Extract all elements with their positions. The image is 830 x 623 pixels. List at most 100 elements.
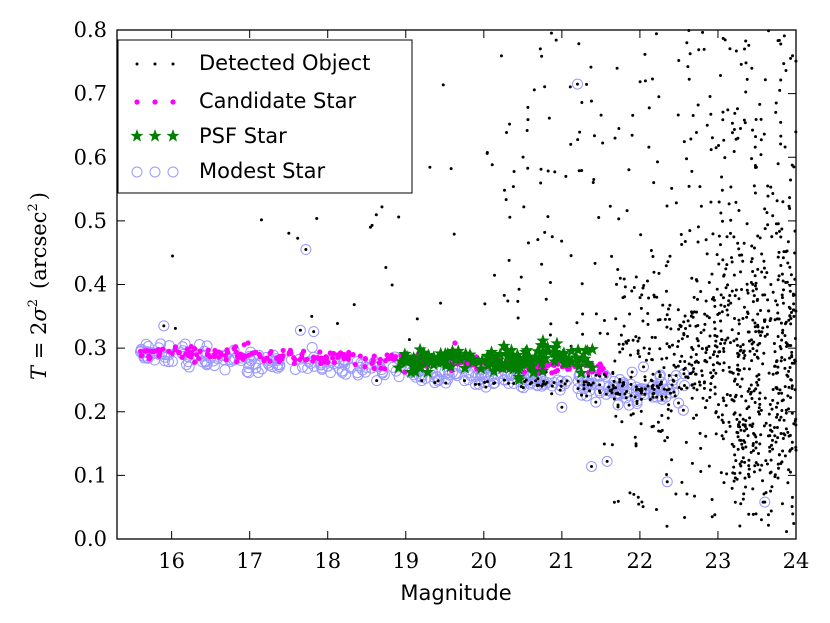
detected-object-point <box>643 387 647 391</box>
modest-star-point <box>243 362 255 374</box>
detected-object-point <box>390 283 394 287</box>
detected-object-point <box>582 383 586 387</box>
detected-object-point <box>620 384 624 388</box>
detected-object-point <box>753 145 757 149</box>
detected-object-point <box>717 311 721 315</box>
detected-object-point <box>779 42 783 46</box>
detected-object-point <box>670 186 674 190</box>
detected-object-point <box>756 267 760 271</box>
detected-object-point <box>747 43 751 47</box>
detected-object-point <box>754 287 758 291</box>
detected-object-point <box>613 136 617 140</box>
detected-object-point <box>750 397 754 401</box>
detected-object-point <box>648 347 652 351</box>
detected-object-point <box>444 381 448 385</box>
detected-object-point <box>619 333 623 337</box>
detected-object-point <box>632 286 636 290</box>
detected-object-point <box>560 239 564 243</box>
modest-star-point <box>300 244 312 256</box>
detected-object-point <box>781 279 785 283</box>
detected-object-point <box>640 389 644 393</box>
detected-object-point <box>788 356 792 360</box>
detected-object-point <box>790 440 794 444</box>
detected-object-point <box>762 351 766 355</box>
detected-object-point <box>780 399 784 403</box>
modest-star-point <box>604 385 616 397</box>
detected-object-point <box>728 294 732 298</box>
detected-object-point <box>717 403 721 407</box>
modest-star-point <box>183 361 195 373</box>
detected-object-point <box>617 217 621 221</box>
detected-object-point <box>774 101 778 105</box>
detected-object-point <box>773 318 777 322</box>
detected-object-point <box>686 65 690 69</box>
candidate-star-point <box>371 365 377 372</box>
detected-object-point <box>636 339 640 343</box>
detected-object-point <box>602 442 606 446</box>
detected-object-point <box>608 204 612 208</box>
detected-object-point <box>777 466 781 470</box>
detected-object-point <box>786 481 790 485</box>
detected-object-point <box>539 181 543 185</box>
detected-object-point <box>705 314 709 318</box>
psf-star-point <box>534 338 548 351</box>
modest-star-point <box>159 355 171 367</box>
psf-star-point <box>522 349 536 363</box>
candidate-star-point <box>249 350 255 356</box>
detected-object-point <box>765 332 769 336</box>
detected-object-point <box>775 199 779 203</box>
detected-object-point <box>726 303 730 307</box>
candidate-star-point <box>274 355 280 361</box>
candidate-star-point <box>287 347 293 353</box>
detected-object-point <box>738 524 742 528</box>
detected-object-point <box>730 260 734 264</box>
detected-object-point <box>712 350 716 354</box>
detected-object-point <box>670 383 674 387</box>
detected-object-point <box>370 223 374 227</box>
detected-object-point <box>753 464 757 468</box>
detected-object-point <box>652 387 656 391</box>
detected-object-point <box>696 225 700 229</box>
detected-object-point <box>726 336 730 340</box>
candidate-star-point <box>236 354 242 360</box>
detected-object-point <box>725 308 729 312</box>
detected-object-point <box>759 117 763 121</box>
detected-object-point <box>690 383 694 387</box>
detected-object-point <box>702 47 706 51</box>
detected-object-point <box>543 230 547 234</box>
detected-object-point <box>593 261 597 265</box>
detected-object-point <box>686 319 690 323</box>
detected-object-point <box>776 436 780 440</box>
psf-star-point <box>548 345 562 358</box>
detected-object-point <box>776 462 780 466</box>
detected-object-point <box>774 222 778 226</box>
detected-object-point <box>676 364 680 368</box>
detected-object-point <box>742 367 746 371</box>
detected-object-point <box>735 382 739 386</box>
detected-object-point <box>712 320 716 324</box>
detected-object-point <box>758 102 762 106</box>
detected-object-point <box>737 322 741 326</box>
detected-object-point <box>699 469 703 473</box>
detected-object-point <box>668 254 672 258</box>
detected-object-point <box>740 377 744 381</box>
candidate-star-point <box>304 356 310 363</box>
detected-object-point <box>768 445 772 449</box>
detected-object-point <box>741 497 745 501</box>
detected-object-point <box>780 502 784 506</box>
detected-object-point <box>788 448 792 452</box>
modest-star-point <box>393 371 405 383</box>
detected-object-point <box>746 472 750 476</box>
detected-object-point <box>506 299 510 303</box>
detected-object-point <box>757 412 761 416</box>
detected-object-point <box>594 400 598 404</box>
detected-object-point <box>659 380 663 384</box>
detected-object-point <box>778 388 782 392</box>
modest-star-point <box>524 378 536 390</box>
detected-object-point <box>638 296 642 300</box>
detected-object-point <box>777 391 781 395</box>
detected-object-point <box>669 409 673 413</box>
detected-object-point <box>776 476 780 480</box>
detected-object-point <box>759 408 763 412</box>
detected-object-point <box>613 359 617 363</box>
